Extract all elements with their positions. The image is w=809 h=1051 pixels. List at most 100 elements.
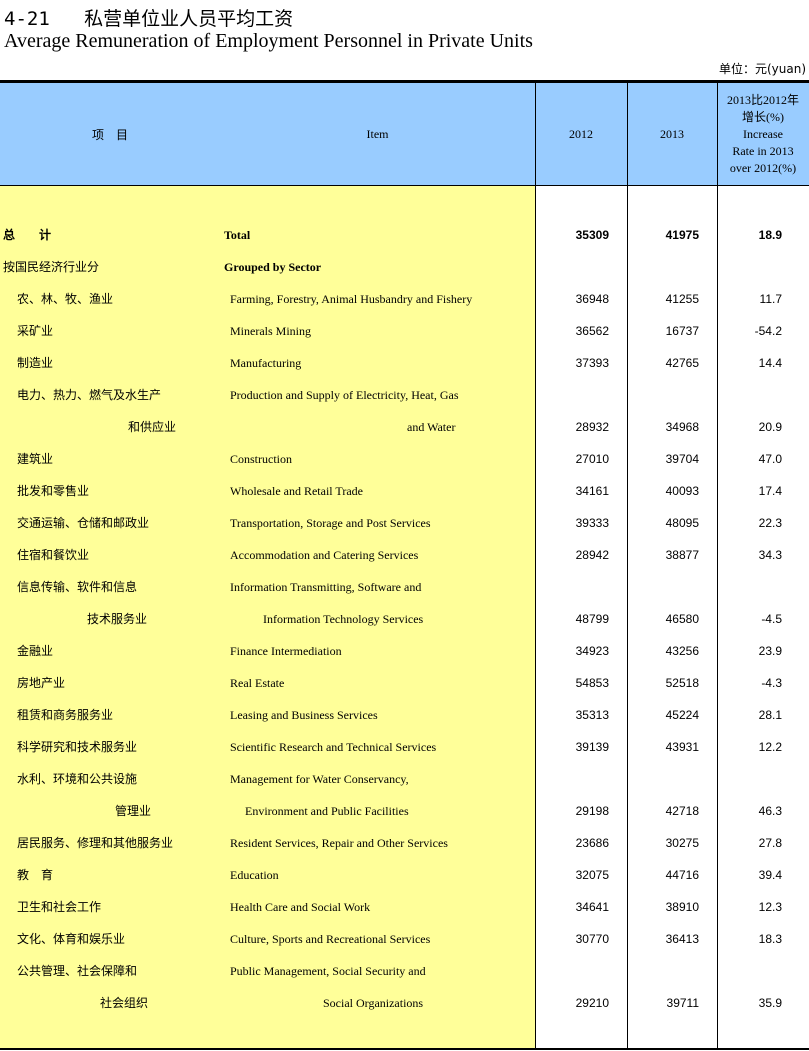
value-rate: -4.5 <box>761 612 782 626</box>
value-2012: 28942 <box>575 548 609 562</box>
item-en: Construction <box>230 452 292 466</box>
item-en: Scientific Research and Technical Servic… <box>230 740 437 754</box>
value-2013: 42718 <box>665 804 699 818</box>
value-2012: 36562 <box>575 324 609 338</box>
value-2013: 34968 <box>665 420 699 434</box>
item-cn: 公共管理、社会保障和 <box>17 964 138 978</box>
item-cn: 社会组织 <box>100 996 149 1010</box>
value-rate: 12.2 <box>758 740 782 754</box>
item-cn: 文化、体育和娱乐业 <box>17 932 126 946</box>
item-en: Culture, Sports and Recreational Service… <box>230 932 431 946</box>
item-en: Finance Intermediation <box>230 644 342 658</box>
value-2013: 52518 <box>665 676 699 690</box>
item-en: Farming, Forestry, Animal Husbandry and … <box>230 292 473 306</box>
item-cn: 金融业 <box>17 644 54 658</box>
value-2012: 35313 <box>575 708 609 722</box>
value-2013: 41255 <box>665 292 699 306</box>
divider <box>717 83 718 1048</box>
value-rate: 28.1 <box>758 708 782 722</box>
top-rule <box>0 80 809 83</box>
item-cn: 教 育 <box>17 868 54 882</box>
item-cn: 居民服务、修理和其他服务业 <box>17 836 174 850</box>
value-2013: 46580 <box>665 612 699 626</box>
value-2013: 30275 <box>665 836 699 850</box>
item-cn: 交通运输、仓储和邮政业 <box>17 516 150 530</box>
item-en: Wholesale and Retail Trade <box>230 484 363 498</box>
header-item-cn: 项 目 <box>0 83 220 186</box>
item-cn: 租赁和商务服务业 <box>17 708 114 722</box>
value-2013: 44716 <box>665 868 699 882</box>
item-en: Management for Water Conservancy, <box>230 772 409 786</box>
divider <box>627 83 628 1048</box>
value-2012: 54853 <box>575 676 609 690</box>
item-en: Manufacturing <box>230 356 302 370</box>
value-2012: 34161 <box>575 484 609 498</box>
item-cn: 技术服务业 <box>87 612 148 626</box>
item-en: Accommodation and Catering Services <box>230 548 419 562</box>
value-2013: 42765 <box>665 356 699 370</box>
value-2012: 48799 <box>575 612 609 626</box>
value-2013: 48095 <box>665 516 699 530</box>
value-rate: -4.3 <box>761 676 782 690</box>
value-rate: 35.9 <box>758 996 782 1010</box>
item-en: and Water <box>407 420 456 434</box>
table-number: 4-21 <box>4 8 50 30</box>
item-cn: 批发和零售业 <box>17 484 90 498</box>
value-rate: 20.9 <box>758 420 782 434</box>
value-2012: 39139 <box>575 740 609 754</box>
item-en: Environment and Public Facilities <box>245 804 409 818</box>
value-rate: 18.3 <box>758 932 782 946</box>
value-2013: 40093 <box>665 484 699 498</box>
value-rate: 47.0 <box>758 452 782 466</box>
value-2012: 30770 <box>575 932 609 946</box>
item-cn: 卫生和社会工作 <box>17 900 102 914</box>
item-cn: 房地产业 <box>17 676 66 690</box>
value-rate: 39.4 <box>758 868 782 882</box>
value-2012: 34923 <box>575 644 609 658</box>
item-column-background <box>0 186 535 1048</box>
value-rate: 18.9 <box>758 228 782 242</box>
value-rate: 46.3 <box>758 804 782 818</box>
value-rate: 22.3 <box>758 516 782 530</box>
value-2013: 39711 <box>666 996 699 1010</box>
value-2013: 38910 <box>665 900 699 914</box>
item-cn: 和供应业 <box>128 420 177 434</box>
value-2012: 37393 <box>575 356 609 370</box>
value-2012: 28932 <box>575 420 609 434</box>
item-cn: 科学研究和技术服务业 <box>17 740 138 754</box>
value-2013: 38877 <box>665 548 699 562</box>
value-2012: 29210 <box>575 996 609 1010</box>
value-2013: 43931 <box>665 740 699 754</box>
value-rate: 23.9 <box>758 644 782 658</box>
value-rate: 11.7 <box>759 292 782 306</box>
value-2012: 34641 <box>575 900 609 914</box>
value-rate: 27.8 <box>758 836 782 850</box>
value-2012: 39333 <box>575 516 609 530</box>
item-cn: 水利、环境和公共设施 <box>17 772 138 786</box>
item-en: Transportation, Storage and Post Service… <box>230 516 431 530</box>
item-cn: 按国民经济行业分 <box>3 260 100 274</box>
value-rate: -54.2 <box>754 324 782 338</box>
item-cn: 信息传输、软件和信息 <box>17 580 138 594</box>
item-cn: 总 计 <box>3 228 52 242</box>
item-cn: 住宿和餐饮业 <box>17 548 90 562</box>
item-en: Public Management, Social Security and <box>230 964 426 978</box>
table-title-cn: 4-21 私营单位业人员平均工资 <box>4 4 293 31</box>
item-cn: 制造业 <box>17 356 54 370</box>
unit-label: 单位：元(yuan) <box>718 62 806 76</box>
value-2013: 45224 <box>665 708 699 722</box>
value-2013: 43256 <box>665 644 699 658</box>
bottom-rule <box>0 1048 809 1050</box>
value-2012: 35309 <box>575 228 609 242</box>
value-rate: 14.4 <box>758 356 782 370</box>
value-2012: 29198 <box>575 804 609 818</box>
item-en: Total <box>224 228 251 242</box>
divider <box>535 83 536 1048</box>
value-2012: 23686 <box>575 836 609 850</box>
value-2013: 36413 <box>665 932 699 946</box>
value-rate: 17.4 <box>758 484 782 498</box>
table-title-en: Average Remuneration of Employment Perso… <box>4 30 533 52</box>
header-item-en: Item <box>220 83 535 186</box>
value-2012: 27010 <box>575 452 609 466</box>
item-cn: 采矿业 <box>17 324 54 338</box>
